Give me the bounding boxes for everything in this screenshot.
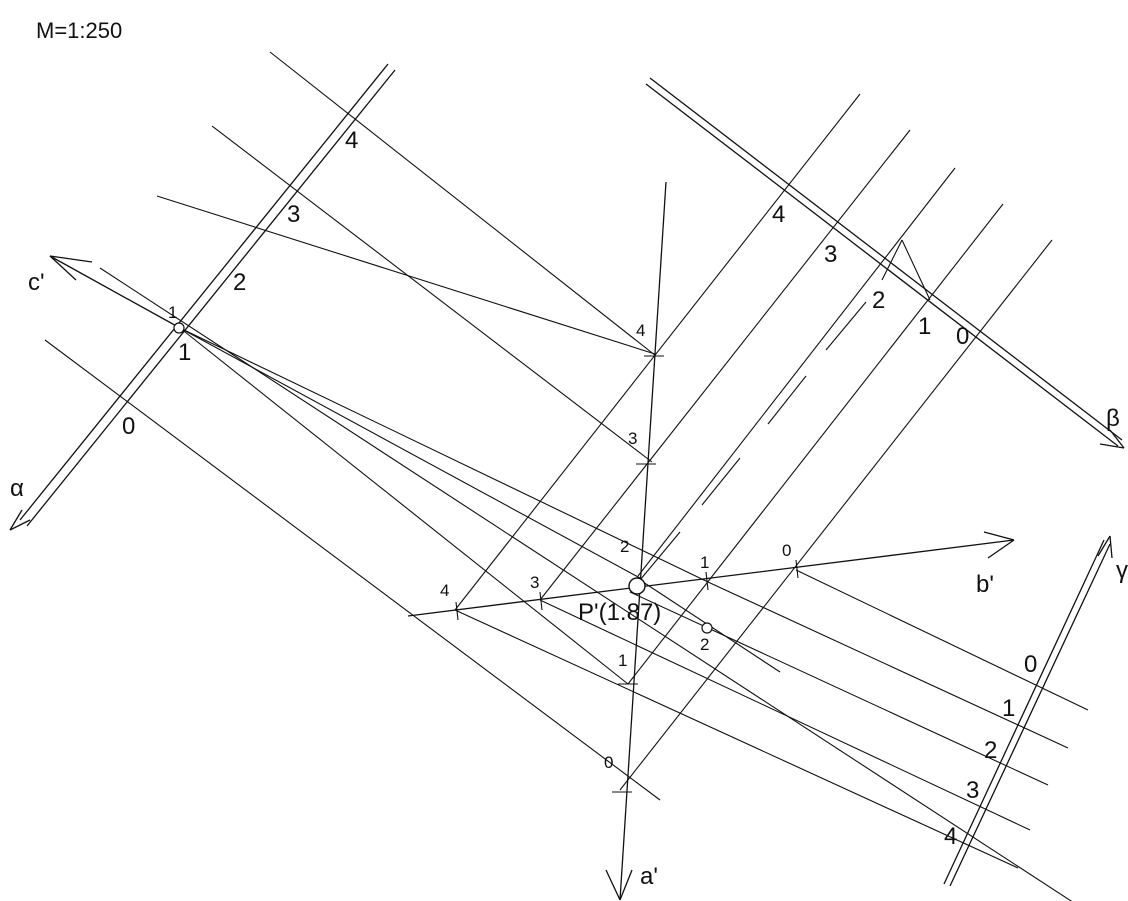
gamma-contour-0: [795, 569, 1089, 711]
gamma-mark-0: 0: [1024, 651, 1037, 678]
axis-b-mark-3: 3: [530, 573, 539, 592]
alpha-contour-3: [211, 125, 653, 463]
beta-mark-4: 4: [772, 201, 785, 228]
point-c1: [173, 322, 185, 334]
alpha-contour-4: [269, 51, 657, 357]
alpha-contour-0: [44, 339, 661, 801]
axis-a-label: a': [640, 863, 658, 890]
alpha-arrow-1: [9, 509, 23, 531]
axis-b-mark-1: 1: [700, 553, 709, 572]
alpha-label: α: [10, 475, 24, 502]
beta-contour-lines: [454, 93, 1053, 791]
axis-a-mark-2: 2: [620, 537, 629, 556]
gamma-contour-2: [629, 591, 1049, 786]
alpha-contour-lines: [44, 51, 1073, 901]
alpha-mark-2: 2: [233, 269, 246, 296]
gamma-contour-lines: [454, 569, 1089, 869]
beta-contour-2: [637, 167, 956, 577]
alpha-scale: [9, 63, 396, 531]
alpha-mark-0: 0: [122, 413, 135, 440]
beta-scale: [645, 77, 1125, 449]
gamma-contour-3: [539, 599, 1031, 831]
axis-c-mark-2: 2: [700, 635, 709, 654]
gamma-mark-4: 4: [944, 823, 957, 850]
beta-mark-2: 2: [872, 287, 885, 314]
beta-label: β: [1106, 405, 1120, 432]
axis-c-mark-1: 1: [168, 303, 177, 322]
point-p-label: P'(1.87): [578, 599, 661, 626]
beta-contour-4: [454, 93, 861, 611]
axis-c: [49, 255, 181, 329]
ray-to-b1: [179, 327, 709, 583]
alpha-contour-2: [156, 195, 656, 355]
axis-b: [407, 531, 1015, 621]
ray-to-p: [179, 327, 641, 579]
beta-mark-0: 0: [956, 323, 969, 350]
axis-b-mark-0: 0: [782, 541, 791, 560]
axis-a-mark-0: 0: [604, 753, 613, 772]
beta-contour-1: [627, 203, 1004, 685]
beta-contour-3: [539, 129, 911, 601]
axis-a-mark-1: 1: [618, 651, 627, 670]
alpha-mark-4: 4: [345, 127, 358, 154]
beta-mark-1: 1: [918, 313, 931, 340]
construction-rays: [179, 327, 781, 685]
axis-a-mark-4: 4: [636, 321, 645, 340]
intersection-line-dashed: [639, 239, 931, 581]
alpha-contour-1: [99, 267, 1073, 901]
axis-a-mark-3: 3: [628, 429, 637, 448]
gamma-mark-3: 3: [966, 777, 979, 804]
axis-a: [605, 181, 667, 901]
ray-to-a1: [179, 327, 629, 685]
point-c2: [701, 622, 713, 634]
axis-b-mark-4: 4: [440, 581, 449, 600]
alpha-mark-1: 1: [178, 339, 191, 366]
gamma-label: γ: [1116, 557, 1128, 584]
beta-mark-3: 3: [824, 241, 837, 268]
gamma-contour-1: [707, 581, 1069, 749]
gamma-scale: [943, 535, 1113, 887]
scale-label: M=1:250: [36, 18, 122, 43]
gamma-mark-2: 2: [984, 737, 997, 764]
gamma-mark-1: 1: [1002, 695, 1015, 722]
gamma-contour-4: [454, 609, 1019, 869]
alpha-arrow-2: [9, 519, 31, 531]
axis-b-label: b': [976, 571, 994, 598]
point-p: [628, 577, 646, 595]
alpha-mark-3: 3: [287, 201, 300, 228]
axis-c-label: c': [28, 269, 45, 296]
